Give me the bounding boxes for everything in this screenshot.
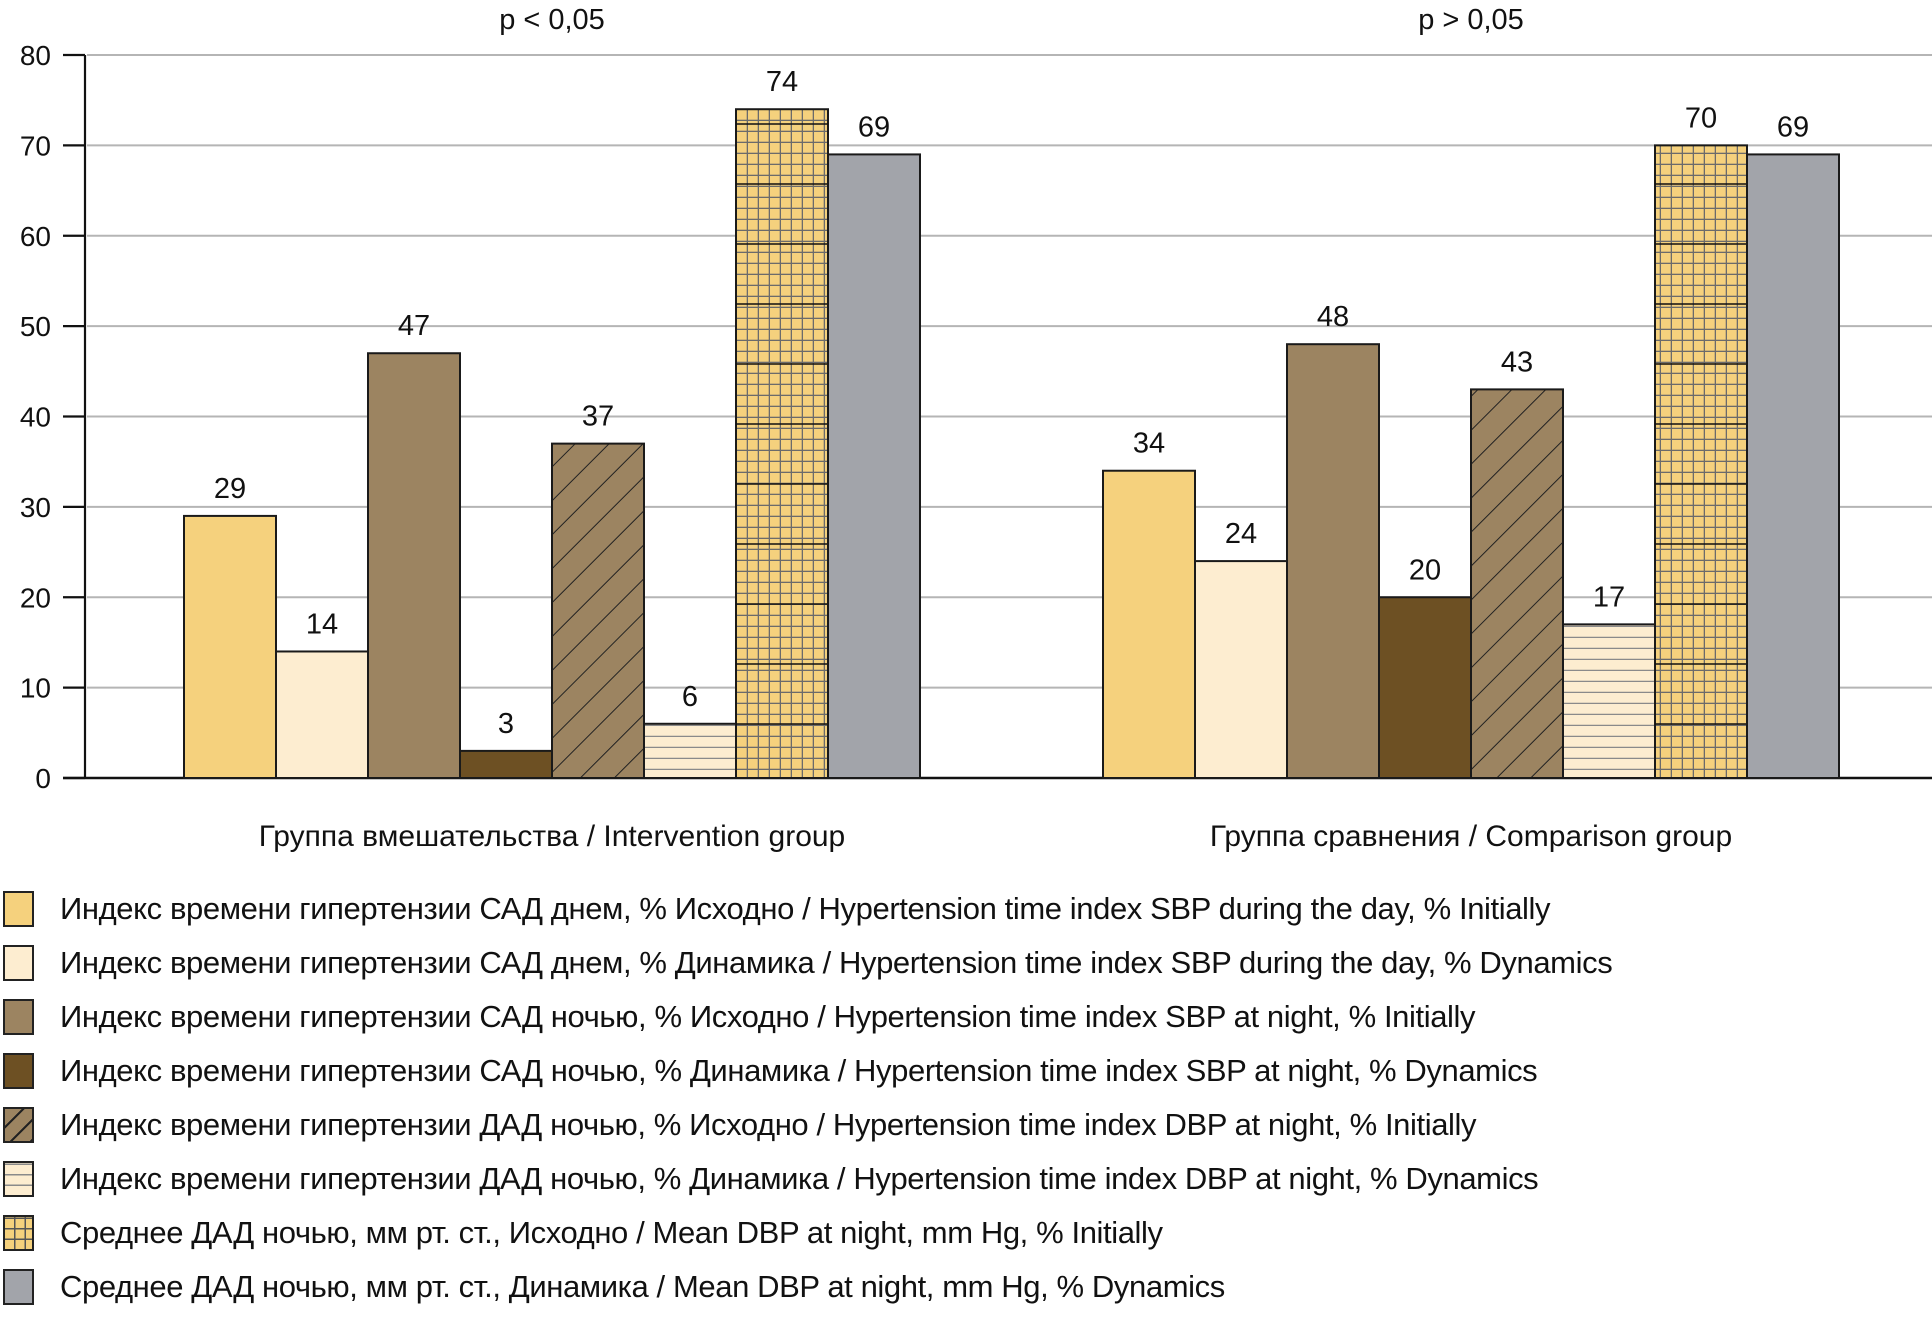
y-tick-label: 40 [20, 402, 51, 433]
x-category-label: Группа сравнения / Comparison group [1210, 820, 1732, 853]
legend-swatch [3, 1215, 34, 1251]
legend-label: Индекс времени гипертензии САД днем, % Д… [60, 945, 1613, 980]
bar [1746, 153, 1840, 780]
data-label: 69 [1777, 111, 1809, 143]
bar [1194, 560, 1288, 779]
legend-item: Индекс времени гипертензии САД днем, % И… [0, 882, 1932, 936]
legend-swatch [3, 1053, 34, 1089]
bar [827, 153, 921, 780]
data-label: 6 [682, 681, 698, 713]
y-tick-label: 30 [20, 492, 51, 523]
legend-label: Индекс времени гипертензии САД ночью, % … [60, 999, 1476, 1034]
data-label: 29 [214, 473, 246, 505]
data-label: 43 [1501, 346, 1533, 378]
bar [275, 650, 369, 779]
legend-label: Среднее ДАД ночью, мм рт. ст., Исходно /… [60, 1215, 1163, 1250]
data-label: 69 [858, 111, 890, 143]
annotations: Группа вмешательства / Intervention grou… [259, 4, 1732, 853]
data-label: 74 [766, 66, 798, 98]
data-label: 3 [498, 708, 514, 740]
bar-chart: 0 10 20 30 40 50 60 70 80 29 14 47 3 37 6 74 69 34 24 48 20… [20, 4, 1932, 853]
bar [1654, 144, 1748, 779]
legend-swatch [3, 891, 34, 927]
p-value-annotation: p > 0,05 [1418, 4, 1524, 36]
y-tick-label: 20 [20, 582, 51, 613]
bar [459, 749, 553, 780]
data-label: 70 [1685, 102, 1717, 134]
data-label: 34 [1133, 428, 1165, 460]
legend-swatch [3, 1269, 34, 1305]
bar [643, 722, 737, 780]
legend-item: Индекс времени гипертензии САД днем, % Д… [0, 936, 1932, 990]
legend-item: Индекс времени гипертензии ДАД ночью, % … [0, 1098, 1932, 1152]
data-labels: 29 14 47 3 37 6 74 69 34 24 48 20 43 17 70 69 [214, 66, 1809, 740]
legend-swatch [3, 945, 34, 981]
bar [1562, 623, 1656, 779]
legend-item: Индекс времени гипертензии САД ночью, % … [0, 990, 1932, 1044]
y-tick-label: 70 [20, 130, 51, 161]
bar [1286, 343, 1380, 779]
legend-item: Индекс времени гипертензии ДАД ночью, % … [0, 1152, 1932, 1206]
y-tick-label: 10 [20, 673, 51, 704]
bar [735, 108, 829, 780]
legend-swatch [3, 1107, 34, 1143]
y-tick-label: 60 [20, 221, 51, 252]
y-tick-label: 50 [20, 311, 51, 342]
bar [551, 442, 645, 779]
data-label: 37 [582, 401, 614, 433]
data-label: 48 [1317, 301, 1349, 333]
bar [183, 514, 277, 779]
data-label: 24 [1225, 518, 1257, 550]
legend-swatch [3, 999, 34, 1035]
legend-item: Индекс времени гипертензии САД ночью, % … [0, 1044, 1932, 1098]
data-label: 17 [1593, 581, 1625, 613]
legend-item: Среднее ДАД ночью, мм рт. ст., Исходно /… [0, 1206, 1932, 1260]
x-category-label: Группа вмешательства / Intervention grou… [259, 820, 846, 853]
legend-label: Индекс времени гипертензии ДАД ночью, % … [60, 1161, 1539, 1196]
bar [1378, 596, 1472, 779]
legend-label: Среднее ДАД ночью, мм рт. ст., Динамика … [60, 1269, 1225, 1304]
p-value-annotation: p < 0,05 [499, 4, 605, 36]
bars [183, 108, 1840, 780]
data-label: 20 [1409, 554, 1441, 586]
bar [1470, 388, 1564, 779]
legend-label: Индекс времени гипертензии САД ночью, % … [60, 1053, 1538, 1088]
y-tick-label: 80 [20, 40, 51, 71]
y-tick-label: 0 [35, 763, 51, 794]
legend-label: Индекс времени гипертензии САД днем, % И… [60, 891, 1551, 926]
bar [1102, 469, 1196, 779]
bar [367, 352, 461, 779]
legend-item: Среднее ДАД ночью, мм рт. ст., Динамика … [0, 1260, 1932, 1314]
legend-label: Индекс времени гипертензии ДАД ночью, % … [60, 1107, 1477, 1142]
legend-swatch [3, 1161, 34, 1197]
data-label: 47 [398, 310, 430, 342]
data-label: 14 [306, 608, 338, 640]
legend: Индекс времени гипертензии САД днем, % И… [0, 882, 1932, 1314]
